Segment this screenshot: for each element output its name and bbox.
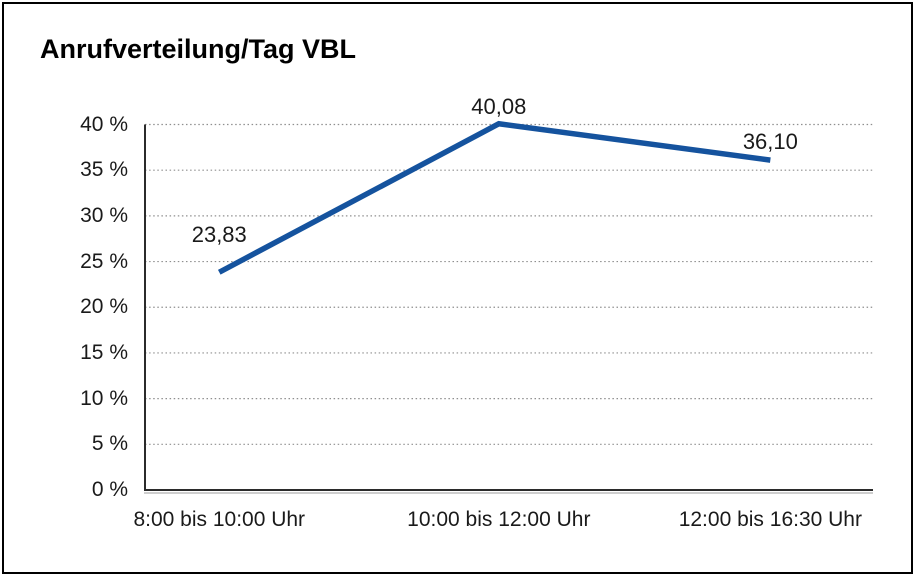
y-tick-label: 0 %: [91, 478, 128, 501]
y-tick-label: 10 %: [80, 386, 128, 410]
y-tick-label: 5 %: [91, 432, 128, 456]
data-label: 36,10: [742, 129, 798, 155]
data-line: [217, 120, 771, 275]
y-tick-label: 15 %: [80, 340, 128, 364]
y-tick-label: 35 %: [80, 158, 128, 182]
x-tick-label: 8:00 bis 10:00 Uhr: [133, 508, 306, 531]
y-tick-label: 40 %: [80, 112, 128, 136]
line-chart-plot-area: [144, 120, 873, 494]
x-tick-label: 12:00 bis 16:30 Uhr: [678, 508, 862, 531]
y-tick-label: 20 %: [80, 295, 128, 319]
data-label: 23,83: [191, 222, 247, 248]
y-tick-label: 30 %: [80, 203, 128, 227]
chart-title: Anrufverteilung/Tag VBL: [40, 34, 357, 64]
x-tick-label: 10:00 bis 12:00 Uhr: [407, 508, 591, 531]
data-label: 40,08: [471, 93, 527, 119]
y-tick-label: 25 %: [80, 249, 128, 273]
